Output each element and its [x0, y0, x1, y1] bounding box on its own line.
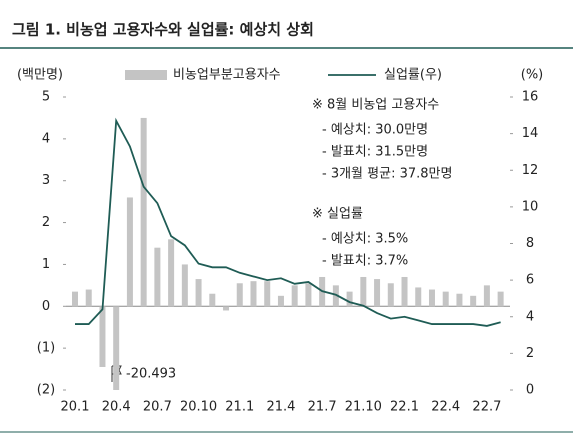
bar [264, 281, 271, 307]
annotation: - 예상치: 3.5% [322, 232, 408, 247]
bar [387, 283, 394, 307]
x-tick-label: 20.7 [143, 400, 172, 415]
legend-label: 비농업부분고용자수 [173, 68, 281, 83]
x-tick-label: 22.1 [390, 400, 419, 415]
y2-tick-label: 2 [526, 346, 534, 361]
y2-tick-label: 10 [522, 199, 539, 214]
annotation: ※ 8월 비농업 고용자수 [312, 98, 439, 113]
x-tick-label: 20.4 [102, 400, 131, 415]
bar [126, 197, 133, 307]
x-tick-label: 20.1 [61, 400, 90, 415]
annotation: ※ 실업률 [312, 207, 363, 222]
bar [374, 279, 381, 307]
y-tick-label: 5 [42, 90, 50, 105]
bar [332, 285, 339, 307]
bar [277, 295, 284, 307]
annotation: - 발표치: 3.7% [322, 254, 408, 269]
line [75, 117, 501, 327]
bar [456, 293, 463, 307]
bar [72, 291, 78, 307]
y2-tick-label: 0 [526, 383, 534, 398]
x-tick-label: 22.4 [431, 400, 460, 415]
y2-tick-label: 14 [522, 126, 539, 141]
bar [113, 306, 120, 390]
y-tick-label: (1) [37, 341, 55, 356]
y-tick-label: 2 [42, 215, 50, 230]
x-tick-label: 20.10 [180, 400, 217, 415]
legend-swatch [125, 70, 167, 80]
y-axis-label: (백만명) [17, 68, 63, 83]
x-tick-label: 21.4 [266, 400, 295, 415]
bar [181, 264, 188, 307]
bar [428, 289, 435, 307]
annotation: - 예상치: 30.0만명 [322, 123, 428, 138]
bar [497, 291, 504, 307]
bar [483, 285, 490, 307]
bar [415, 287, 422, 307]
x-tick-label: 21.7 [308, 400, 337, 415]
bar [236, 283, 243, 307]
y2-tick-label: 16 [522, 90, 539, 105]
chart-title: 그림 1. 비농업 고용자수와 실업률: 예상치 상회 [12, 21, 314, 39]
annotation: - 발표치: 31.5만명 [322, 145, 428, 160]
y2-tick-label: 6 [526, 273, 534, 288]
bar [99, 306, 106, 367]
y2-tick-label: 4 [526, 309, 534, 324]
y-tick-label: 1 [42, 257, 50, 272]
y-tick-label: 4 [42, 131, 50, 146]
bar [154, 247, 161, 307]
annotation: - 3개월 평균: 37.8만명 [322, 167, 452, 182]
y2-tick-label: 8 [526, 236, 534, 251]
bar [305, 283, 312, 307]
bar [442, 291, 449, 307]
y2-tick-label: 12 [522, 163, 539, 178]
bar [346, 291, 353, 307]
callout: -20.493 [126, 367, 176, 382]
bar [360, 276, 367, 307]
y-tick-label: 0 [42, 299, 50, 314]
y-tick-label: 3 [42, 173, 50, 188]
bar [195, 279, 202, 307]
bar [209, 293, 216, 307]
bar [470, 295, 477, 307]
y-tick-label: (2) [37, 383, 55, 398]
legend-label: 실업률(우) [384, 68, 442, 83]
bar [223, 306, 230, 311]
bar [168, 239, 175, 307]
bar [401, 276, 408, 307]
bar [85, 289, 92, 307]
bar [291, 285, 298, 307]
bar [250, 281, 257, 307]
y2-axis-label: (%) [521, 68, 544, 83]
x-tick-label: 22.7 [472, 400, 501, 415]
bar [140, 117, 147, 307]
x-tick-label: 21.10 [345, 400, 382, 415]
x-tick-label: 21.1 [225, 400, 254, 415]
